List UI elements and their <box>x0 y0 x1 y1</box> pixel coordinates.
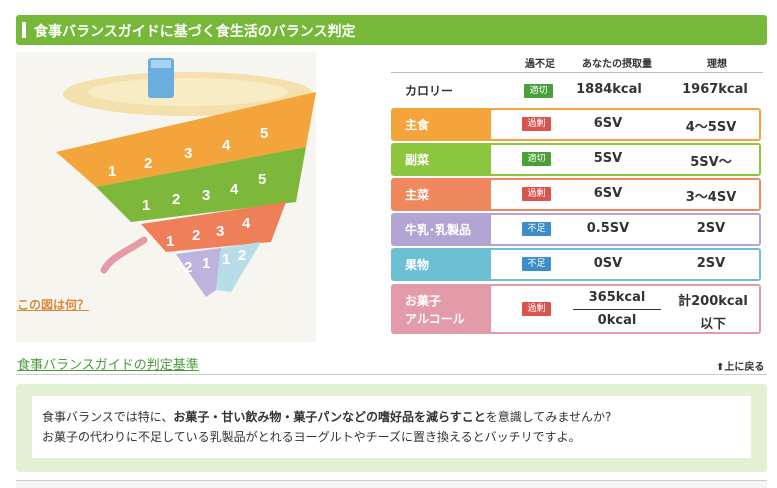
ideal-value: 3〜4SV <box>685 190 737 205</box>
tier-number: 1 <box>202 255 210 272</box>
tier-main <box>141 202 286 252</box>
tier-number: 2 <box>238 247 246 264</box>
ideal-value: 5SV〜 <box>690 155 732 170</box>
section-title: 食事バランスガイドに基づく食生活のバランス判定 <box>34 24 356 40</box>
tier-number: 2 <box>184 259 192 276</box>
calorie-row: カロリー 適切 1884kcal 1967kcal <box>391 74 761 107</box>
tier-number: 2 <box>144 155 152 172</box>
divider <box>16 374 767 375</box>
what-is-this-figure-link[interactable]: この図は何？ <box>17 298 90 312</box>
tier-milk <box>176 248 221 297</box>
tier-number: 4 <box>230 181 239 198</box>
column-header-intake: あなたの摂取量 <box>582 59 652 70</box>
tier-number: 2 <box>192 227 200 244</box>
tier-number: 2 <box>172 191 180 208</box>
tier-number: 1 <box>166 233 174 250</box>
row-label: 牛乳･乳製品 <box>405 223 472 237</box>
header-divider <box>391 72 763 73</box>
intake-value: 0SV <box>593 256 623 271</box>
advice-panel: 食事バランスでは特に、お菓子・甘い飲み物・菓子パンなどの嗜好品を減らすことを意識… <box>16 384 767 472</box>
tier-grain <box>56 92 316 187</box>
advice-line-1: 食事バランスでは特に、お菓子・甘い飲み物・菓子パンなどの嗜好品を減らすことを意識… <box>42 410 612 424</box>
tier-number: 5 <box>258 171 266 188</box>
tier-number: 3 <box>184 145 192 162</box>
intake-divider <box>573 309 661 310</box>
tier-number: 1 <box>222 251 230 268</box>
arrow-up-icon: ⬆ <box>716 362 725 373</box>
advice-box: 食事バランスでは特に、お菓子・甘い飲み物・菓子パンなどの嗜好品を減らすことを意識… <box>32 396 751 458</box>
sweets-intake-value: 365kcal <box>588 290 646 305</box>
tier-fruit <box>216 242 261 292</box>
status-badge: 不足 <box>522 222 551 236</box>
ideal-value: 1967kcal <box>682 82 748 97</box>
alcohol-intake-value: 0kcal <box>597 313 637 328</box>
table-row-sweets-alcohol: お菓子 アルコール 過剰 365kcal 0kcal 計200kcal 以下 <box>391 284 761 334</box>
tier-number: 4 <box>222 137 231 154</box>
status-badge: 適切 <box>522 152 551 166</box>
ideal-value: 4〜5SV <box>685 120 737 135</box>
row-label: 副菜 <box>405 153 430 167</box>
balance-guide-figure: 1 2 3 4 5 1 2 3 4 5 1 2 3 4 2 1 1 2 <box>16 52 316 342</box>
table-row-main: 主菜 過剰 6SV 3〜4SV <box>391 178 761 211</box>
row-label-line1: お菓子 <box>405 294 442 308</box>
column-header-ideal: 理想 <box>707 59 727 70</box>
section-header: 食事バランスガイドに基づく食生活のバランス判定 <box>16 15 767 45</box>
row-label: 果物 <box>405 258 430 272</box>
tier-number: 3 <box>202 187 210 204</box>
ideal-value: 2SV <box>696 221 726 236</box>
intake-value: 1884kcal <box>576 82 642 97</box>
status-badge: 過剰 <box>522 302 551 316</box>
column-header-status: 過不足 <box>525 59 555 70</box>
tier-number: 5 <box>260 125 268 142</box>
balance-table: 過不足 あなたの摂取量 理想 カロリー 適切 1884kcal 1967kcal… <box>391 52 766 342</box>
tier-number: 4 <box>242 215 251 232</box>
intake-value: 5SV <box>593 151 623 166</box>
table-row-vegetable: 副菜 適切 5SV 5SV〜 <box>391 143 761 176</box>
status-badge: 過剰 <box>522 187 551 201</box>
status-badge: 過剰 <box>522 117 551 131</box>
rope-decoration <box>100 236 148 274</box>
status-badge: 不足 <box>522 257 551 271</box>
tier-number: 1 <box>142 197 150 214</box>
top-disc-inner <box>88 78 288 106</box>
judgment-criteria-link[interactable]: 食事バランスガイドの判定基準 <box>17 358 199 373</box>
intake-value: 0.5SV <box>586 221 630 236</box>
spinning-top-illustration: 1 2 3 4 5 1 2 3 4 5 1 2 3 4 2 1 1 2 <box>56 58 316 297</box>
status-badge: 適切 <box>524 84 553 98</box>
advice-line-2: お菓子の代わりに不足している乳製品がとれるヨーグルトやチーズに置き換えるとバッチ… <box>42 430 581 444</box>
back-to-top-link[interactable]: ⬆上に戻る <box>716 358 764 373</box>
table-row-grain: 主食 過剰 6SV 4〜5SV <box>391 108 761 141</box>
row-label: 主食 <box>405 118 430 132</box>
back-to-top-label: 上に戻る <box>724 362 765 373</box>
ideal-value-bottom: 以下 <box>699 317 726 332</box>
ideal-value-top: 計200kcal <box>678 294 748 309</box>
tier-vegetable <box>96 147 306 222</box>
table-row-fruit: 果物 不足 0SV 2SV <box>391 248 761 281</box>
intake-value: 6SV <box>593 186 623 201</box>
table-row-milk: 牛乳･乳製品 不足 0.5SV 2SV <box>391 213 761 246</box>
row-label: 主菜 <box>405 188 430 202</box>
row-label: カロリー <box>405 84 454 98</box>
row-label-line2: アルコール <box>405 312 465 326</box>
ideal-value: 2SV <box>696 256 726 271</box>
tier-number: 1 <box>108 163 116 180</box>
intake-value: 6SV <box>593 116 623 131</box>
header-bar-decoration <box>22 22 26 38</box>
next-section-edge <box>16 480 767 488</box>
tier-number: 3 <box>216 223 224 240</box>
advice-emphasis: お菓子・甘い飲み物・菓子パンなどの嗜好品を減らすこと <box>173 410 486 424</box>
